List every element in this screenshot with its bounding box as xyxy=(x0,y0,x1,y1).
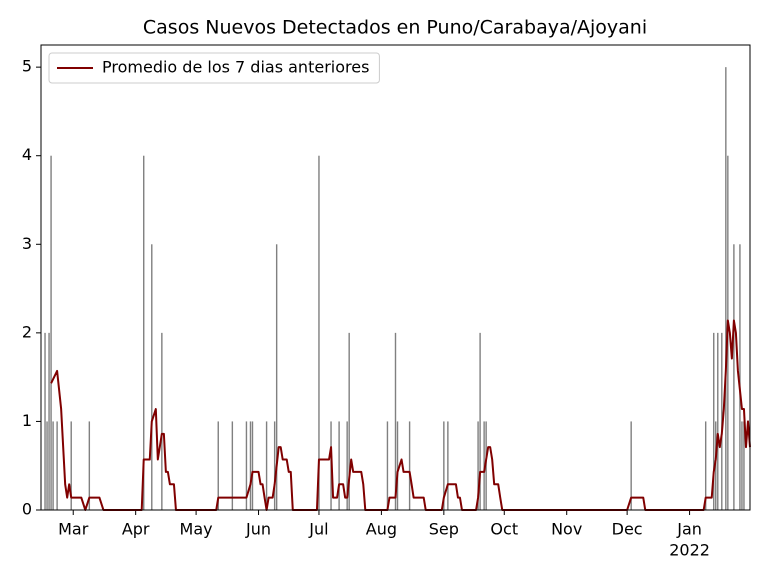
bar xyxy=(717,332,719,510)
x-tick-label: Dec xyxy=(612,520,643,539)
bar xyxy=(48,332,50,510)
bar xyxy=(46,421,48,510)
x-tick-label: Jul xyxy=(308,520,328,539)
bar xyxy=(88,421,91,510)
bar xyxy=(338,421,340,510)
y-tick-label: 1 xyxy=(22,411,32,430)
bar xyxy=(44,332,46,510)
x-tick-label: Jun xyxy=(245,520,271,539)
y-tick-label: 4 xyxy=(22,145,32,164)
y-tick-label: 2 xyxy=(22,322,32,341)
bar xyxy=(143,155,145,510)
bar xyxy=(477,421,479,510)
bar xyxy=(273,421,276,510)
bar xyxy=(443,421,445,510)
bar xyxy=(479,332,481,510)
bar xyxy=(704,421,707,510)
bar xyxy=(725,67,727,511)
bar xyxy=(251,421,254,510)
bar xyxy=(447,421,449,510)
line xyxy=(50,319,751,511)
legend-box xyxy=(48,52,380,84)
bar xyxy=(346,421,348,510)
bar xyxy=(161,332,163,510)
y-tick-label: 5 xyxy=(22,57,32,76)
x-year-label: 2022 xyxy=(669,541,710,560)
bar xyxy=(52,421,54,510)
chart-title: Casos Nuevos Detectados en Puno/Carabaya… xyxy=(143,17,647,39)
x-tick-label: Jan xyxy=(676,520,702,539)
y-tick-label: 3 xyxy=(22,234,32,253)
bar xyxy=(394,332,397,510)
x-tick-label: Sep xyxy=(429,520,459,539)
x-tick-label: Mar xyxy=(58,520,89,539)
bar xyxy=(249,421,252,510)
bar xyxy=(408,421,411,510)
bar xyxy=(275,244,278,511)
bar xyxy=(70,421,72,510)
bar xyxy=(348,332,350,510)
bar xyxy=(245,421,248,510)
x-tick-label: Apr xyxy=(122,520,150,539)
bar xyxy=(50,155,52,510)
legend-label: Promedio de los 7 dias anteriores xyxy=(102,58,369,77)
bar xyxy=(151,244,153,511)
bar xyxy=(318,155,320,510)
bar xyxy=(721,332,723,510)
x-tick-label: May xyxy=(180,520,213,539)
bar xyxy=(56,421,58,510)
legend: Promedio de los 7 dias anteriores xyxy=(48,52,380,84)
bar xyxy=(713,332,715,510)
bar xyxy=(231,421,234,510)
bar xyxy=(217,421,219,510)
x-tick-label: Aug xyxy=(366,520,397,539)
bar xyxy=(743,421,745,510)
bar xyxy=(733,244,735,511)
y-tick-label: 0 xyxy=(22,500,32,519)
x-tick-label: Nov xyxy=(551,520,582,539)
bar xyxy=(741,421,743,510)
x-tick-label: Oct xyxy=(490,520,518,539)
bar xyxy=(396,421,399,510)
plot-frame xyxy=(40,44,751,511)
bar xyxy=(386,421,389,510)
bar xyxy=(265,421,268,510)
bar xyxy=(630,421,632,510)
bar xyxy=(739,244,741,511)
